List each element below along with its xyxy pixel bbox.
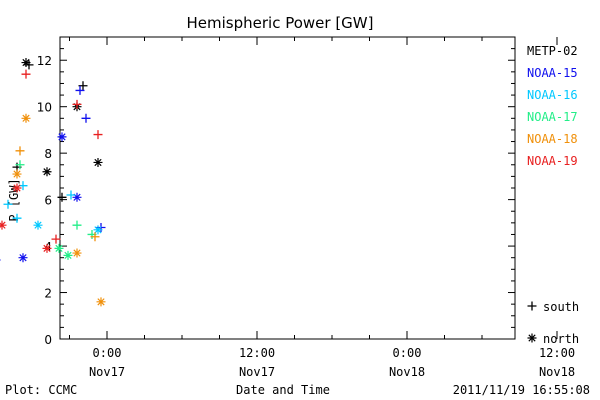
north-marker <box>96 297 106 307</box>
south-marker <box>72 99 82 109</box>
north-marker <box>0 220 7 230</box>
south-marker <box>12 213 22 223</box>
south-marker <box>75 85 85 95</box>
south-marker <box>72 220 82 230</box>
south-marker <box>24 60 34 70</box>
legend-entry: NOAA-16 <box>527 88 578 102</box>
north-marker <box>527 333 537 343</box>
south-marker <box>78 81 88 91</box>
x-tick-label-date: Nov17 <box>239 365 275 379</box>
x-tick-label-time: 0:00 <box>393 346 422 360</box>
south-marker <box>51 234 61 244</box>
x-axis-label: Date and Time <box>236 383 330 397</box>
legend-entry: NOAA-17 <box>527 110 578 124</box>
north-marker <box>33 220 43 230</box>
north-marker <box>42 167 52 177</box>
south-marker <box>21 69 31 79</box>
plot-frame <box>59 36 516 340</box>
footer-plot-source: Plot: CCMC <box>5 383 77 397</box>
y-tick-label: 10 <box>37 101 52 115</box>
x-tick-label-time: 12:00 <box>239 346 275 360</box>
north-marker <box>72 248 82 258</box>
south-marker <box>15 160 25 170</box>
x-tick-label-date: Nov17 <box>89 365 125 379</box>
x-axis-ticks: 0:00Nov1712:00Nov170:00Nov1812:00Nov180:… <box>69 37 575 379</box>
south-marker <box>57 192 67 202</box>
y-tick-label: 8 <box>44 147 52 161</box>
data-points <box>0 58 106 307</box>
y-tick-label: 12 <box>37 54 52 68</box>
north-marker <box>54 243 64 253</box>
y-tick-label: 0 <box>44 333 52 347</box>
north-marker <box>42 243 52 253</box>
series-noaa-15 <box>0 85 106 263</box>
south-marker <box>90 232 100 242</box>
x-tick-label-date: Nov18 <box>539 365 575 379</box>
north-marker <box>57 132 67 142</box>
legend: METP-02 NOAA-15 NOAA-16 NOAA-17 NOAA-18 NOAA-… <box>527 44 578 168</box>
x-tick-label-time: 0:00 <box>93 346 122 360</box>
series-metp-02 <box>12 58 103 202</box>
x-tick-label-time: 12:00 <box>539 346 575 360</box>
series-noaa-18 <box>12 113 106 307</box>
south-marker <box>81 113 91 123</box>
footer-timestamp: 2011/11/19 16:55:08 <box>453 383 590 397</box>
series-noaa-16 <box>3 181 103 235</box>
north-marker <box>12 183 22 193</box>
marker-legend-south: south <box>543 300 579 314</box>
chart-title: Hemispheric Power [GW] <box>187 14 374 32</box>
marker-legend: south north <box>527 300 579 346</box>
series-noaa-17 <box>15 160 97 260</box>
north-marker <box>93 157 103 167</box>
y-tick-label: 6 <box>44 194 52 208</box>
north-marker <box>12 169 22 179</box>
north-marker <box>72 192 82 202</box>
south-marker <box>66 190 76 200</box>
south-marker <box>0 259 1 261</box>
south-marker <box>3 199 13 209</box>
legend-entry: NOAA-18 <box>527 132 578 146</box>
south-marker <box>93 130 103 140</box>
north-marker <box>21 58 31 68</box>
legend-entry: NOAA-15 <box>527 66 578 80</box>
y-tick-label: 2 <box>44 287 52 301</box>
marker-legend-north: north <box>543 332 579 346</box>
x-tick-label-date: Nov18 <box>389 365 425 379</box>
north-marker <box>21 113 31 123</box>
south-marker <box>15 146 25 156</box>
north-marker <box>63 250 73 260</box>
north-marker <box>93 225 103 235</box>
legend-entry: METP-02 <box>527 44 578 58</box>
north-marker <box>18 253 28 263</box>
series-noaa-19 <box>0 69 103 253</box>
legend-entry: NOAA-19 <box>527 154 578 168</box>
south-marker <box>527 301 537 311</box>
